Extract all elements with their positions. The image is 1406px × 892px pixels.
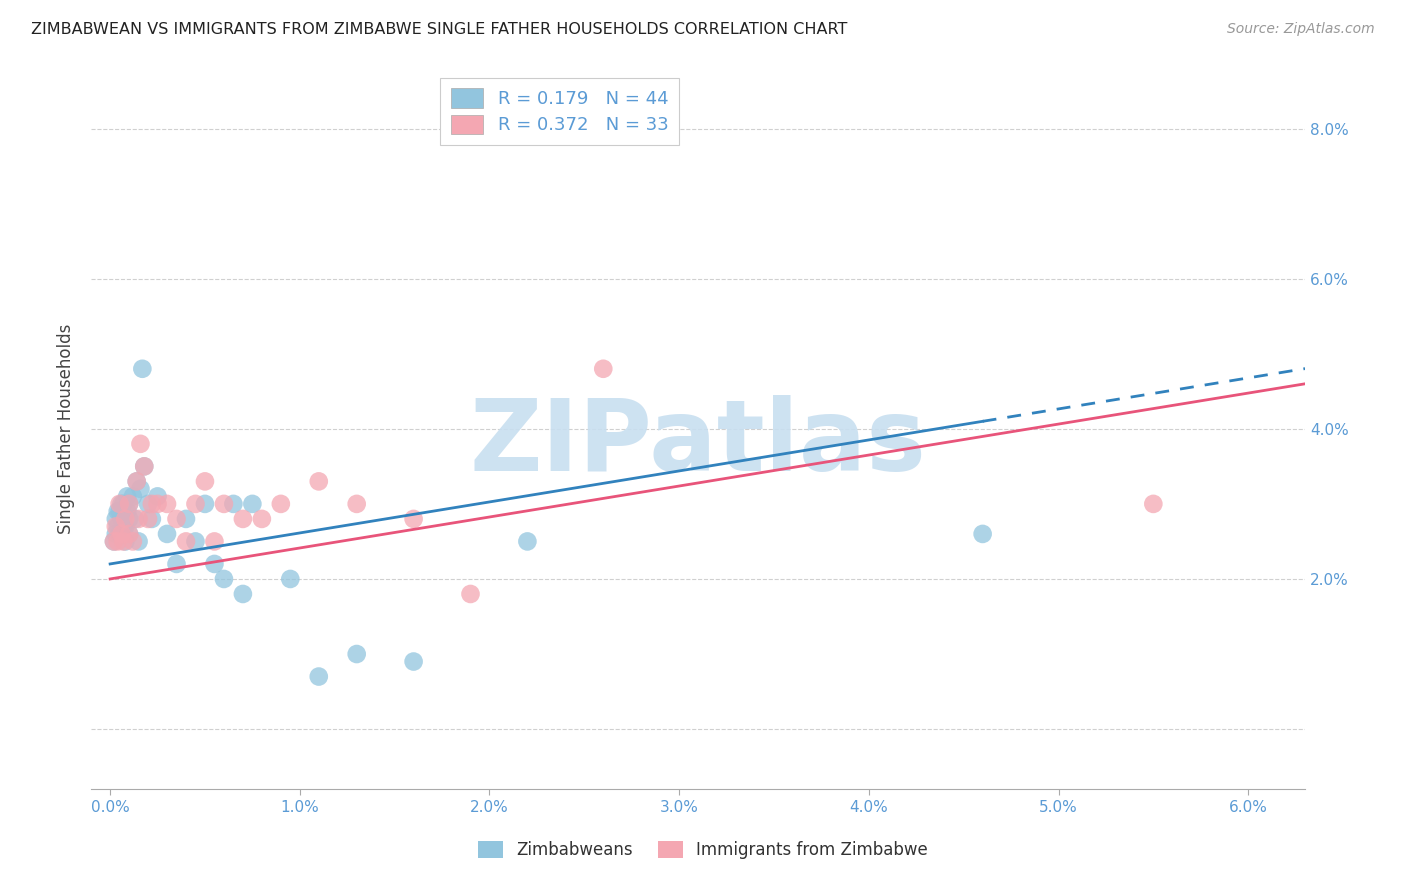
Point bbox=[104, 512, 127, 526]
Point bbox=[194, 475, 217, 489]
Point bbox=[131, 361, 153, 376]
Point bbox=[174, 534, 197, 549]
Point bbox=[308, 669, 330, 683]
Point bbox=[107, 534, 129, 549]
Point bbox=[118, 512, 141, 526]
Point bbox=[112, 497, 135, 511]
Point bbox=[118, 527, 141, 541]
Point bbox=[136, 512, 159, 526]
Point bbox=[115, 489, 138, 503]
Point bbox=[141, 512, 163, 526]
Point bbox=[242, 497, 264, 511]
Point bbox=[141, 497, 163, 511]
Point bbox=[124, 512, 146, 526]
Point bbox=[110, 497, 132, 511]
Point bbox=[107, 519, 129, 533]
Point bbox=[136, 497, 159, 511]
Point bbox=[110, 527, 132, 541]
Point bbox=[125, 475, 148, 489]
Point bbox=[156, 497, 179, 511]
Point bbox=[104, 527, 127, 541]
Point bbox=[112, 519, 135, 533]
Point bbox=[114, 512, 136, 526]
Point bbox=[222, 497, 245, 511]
Point bbox=[112, 534, 135, 549]
Point bbox=[128, 512, 150, 526]
Point bbox=[166, 512, 188, 526]
Point bbox=[346, 647, 368, 661]
Point bbox=[308, 475, 330, 489]
Point bbox=[146, 489, 169, 503]
Point bbox=[108, 497, 131, 511]
Text: Source: ZipAtlas.com: Source: ZipAtlas.com bbox=[1227, 22, 1375, 37]
Point bbox=[128, 534, 150, 549]
Point bbox=[460, 587, 482, 601]
Text: ZIMBABWEAN VS IMMIGRANTS FROM ZIMBABWE SINGLE FATHER HOUSEHOLDS CORRELATION CHAR: ZIMBABWEAN VS IMMIGRANTS FROM ZIMBABWE S… bbox=[31, 22, 848, 37]
Point bbox=[204, 557, 226, 571]
Point bbox=[134, 459, 156, 474]
Point bbox=[516, 534, 538, 549]
Point bbox=[184, 497, 207, 511]
Point bbox=[107, 504, 129, 518]
Point bbox=[114, 534, 136, 549]
Point bbox=[174, 512, 197, 526]
Point bbox=[250, 512, 273, 526]
Legend: Zimbabweans, Immigrants from Zimbabwe: Zimbabweans, Immigrants from Zimbabwe bbox=[470, 833, 936, 868]
Point bbox=[204, 534, 226, 549]
Point bbox=[184, 534, 207, 549]
Point bbox=[156, 527, 179, 541]
Point bbox=[346, 497, 368, 511]
Point bbox=[129, 437, 152, 451]
Text: ZIPatlas: ZIPatlas bbox=[470, 395, 927, 491]
Y-axis label: Single Father Households: Single Father Households bbox=[58, 324, 75, 534]
Point bbox=[402, 655, 425, 669]
Point bbox=[103, 534, 125, 549]
Point bbox=[108, 504, 131, 518]
Point bbox=[592, 361, 614, 376]
Point bbox=[118, 497, 141, 511]
Point bbox=[114, 519, 136, 533]
Point bbox=[122, 534, 145, 549]
Point bbox=[129, 482, 152, 496]
Point bbox=[115, 504, 138, 518]
Point bbox=[122, 489, 145, 503]
Point bbox=[278, 572, 301, 586]
Legend: R = 0.179   N = 44, R = 0.372   N = 33: R = 0.179 N = 44, R = 0.372 N = 33 bbox=[440, 78, 679, 145]
Point bbox=[118, 497, 141, 511]
Point bbox=[103, 534, 125, 549]
Point bbox=[270, 497, 292, 511]
Point bbox=[232, 587, 254, 601]
Point bbox=[110, 512, 132, 526]
Point bbox=[1142, 497, 1164, 511]
Point bbox=[108, 527, 131, 541]
Point bbox=[972, 527, 994, 541]
Point bbox=[125, 475, 148, 489]
Point bbox=[146, 497, 169, 511]
Point bbox=[118, 527, 141, 541]
Point bbox=[402, 512, 425, 526]
Point bbox=[212, 497, 235, 511]
Point bbox=[212, 572, 235, 586]
Point bbox=[134, 459, 156, 474]
Point bbox=[166, 557, 188, 571]
Point bbox=[194, 497, 217, 511]
Point bbox=[104, 519, 127, 533]
Point bbox=[232, 512, 254, 526]
